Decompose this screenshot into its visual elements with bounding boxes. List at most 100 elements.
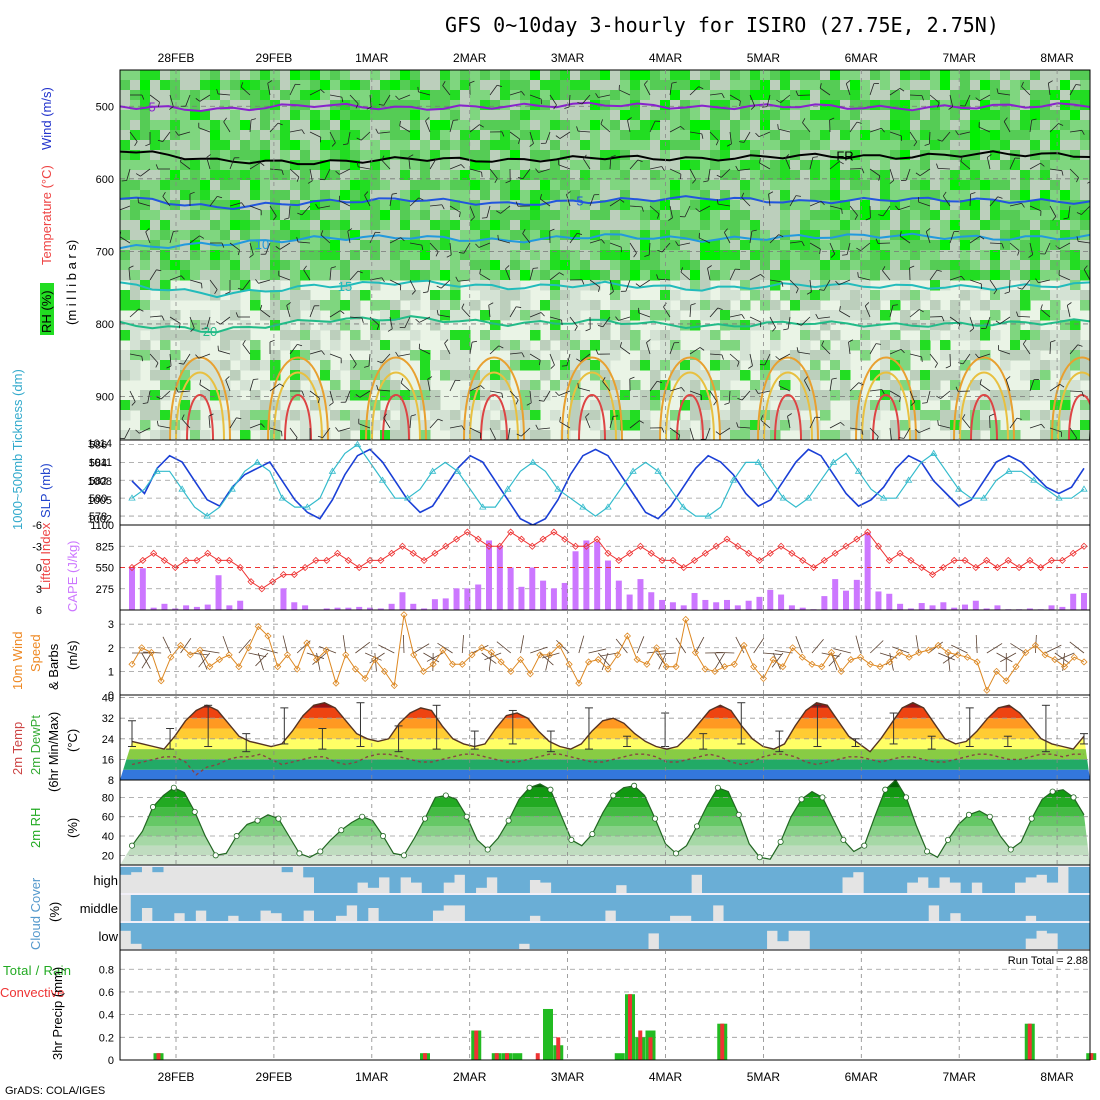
wind-barb [823,279,831,291]
rh-band [120,816,1090,827]
rh-cell [690,400,701,411]
wind-barb [741,197,751,207]
rh-cell [170,420,181,431]
rh-cell [400,90,411,101]
rh-cell [980,240,991,251]
rh-cell [210,180,221,191]
wind10m-barb [599,652,618,657]
rh-cell [400,240,411,251]
lifted-index-point [539,535,547,543]
wind-barb-flag [861,168,865,174]
rh-cell [760,250,771,261]
rh-cell [590,230,601,241]
rh-cell [180,340,191,351]
cloud-bar-high [432,867,444,893]
wind10m-speed-point [429,660,437,668]
wind-barb [769,316,776,328]
rh-cell [810,350,821,361]
wind-barb [689,168,696,180]
rh2m-fill [120,780,1090,865]
rh-cell [520,80,531,91]
rh-cell [1030,190,1041,201]
wind-barb-flag [539,194,542,200]
wind-barb [802,122,811,133]
rh-cell [440,110,451,121]
rh-cell [940,160,951,171]
rh-cell [890,140,901,151]
rh-cell [890,290,901,301]
rh-cell [950,390,961,401]
rh-cell [610,310,621,321]
rh2m-point [673,850,680,857]
wind-barb-flag [724,228,728,233]
wind-barb [449,380,456,392]
rh-cell [200,110,211,121]
rh-cell [230,270,241,281]
warm-contour [365,356,427,440]
rh-cell [510,240,521,251]
rh-cell [380,270,391,281]
rh-cell [520,290,531,301]
wind-barb-flag [1063,217,1069,220]
rh-cell [180,230,191,241]
rh-cell [1080,150,1090,161]
rh-cell [180,370,191,381]
cloud-bar-middle [971,895,983,921]
rh-cell [1020,170,1031,181]
wind-barb-flag [1059,383,1065,388]
wind-barb [549,316,562,321]
wind-barb [962,353,971,365]
rh-cell [340,320,351,331]
rh-cell [900,360,911,371]
wind-barb-flag [937,139,943,142]
rh-cell [290,410,301,421]
rh-cell [550,170,561,181]
rh-cell [780,270,791,281]
rh-cell [860,100,871,111]
rh-cell [700,330,711,341]
rh-cell [220,80,231,91]
rh-cell [450,210,461,221]
rh-cell [650,300,661,311]
rh-cell [160,310,171,321]
rh-cell [1050,310,1061,321]
rh2m-point [840,836,847,843]
thickness-point [1080,485,1088,492]
rh-cell [390,250,401,261]
thickness-tick-label: 582 [89,475,107,487]
rh-cell [620,330,631,341]
rh-cell [590,90,601,101]
rh-cell [360,80,371,91]
wind10m-barb [1035,635,1037,654]
cloud-bar-low [637,923,649,949]
rh-cell [910,260,921,271]
rh-cell [920,410,931,421]
lifted-index-point [150,549,158,557]
wind-barb [249,120,252,133]
rh-cell [340,70,351,81]
rh-cell [810,170,821,181]
rh-cell [180,330,191,341]
rh-cell [580,350,591,361]
wind10m-speed-point [963,653,971,661]
rh-cell [550,250,561,261]
rh-cell [930,310,941,321]
wind-barb [1038,279,1051,284]
rh-cell [810,180,821,191]
rh-cell [640,130,651,141]
rh-cell [600,250,611,261]
rh-cell [500,100,511,111]
rh-cell [460,180,471,191]
rh-cell [540,140,551,151]
wind-barb-flag [1087,181,1090,184]
rh-cell [510,250,521,261]
wind-barb-flag [695,208,700,212]
rh-cell [200,330,211,341]
wind-barb-flag [436,285,442,289]
rh-cell [770,310,781,321]
rh-cell [1060,130,1071,141]
wind-barb-flag [145,228,150,233]
rh-cell [230,110,241,121]
thickness-point [629,467,637,474]
rh-cell [370,320,381,331]
